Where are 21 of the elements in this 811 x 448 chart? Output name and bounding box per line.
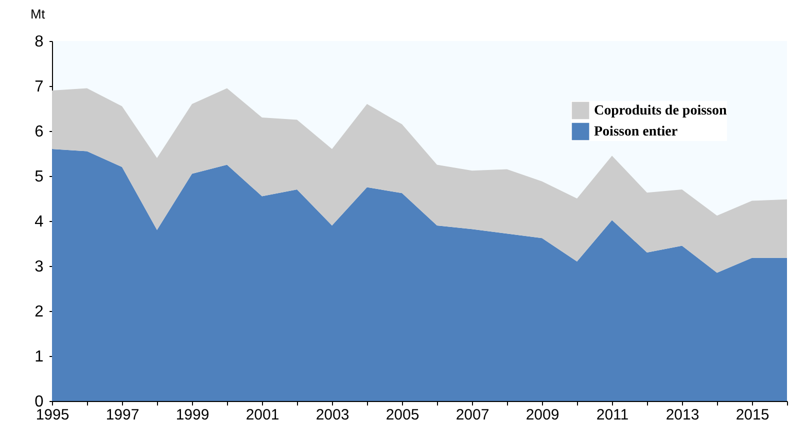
y-tick-label: 8 [34,34,44,50]
x-tick-label: 2001 [246,406,280,424]
x-tick-label: 2003 [316,406,350,424]
y-tick-label: 6 [34,124,44,140]
legend-label: Coproduits de poisson [594,104,727,118]
x-tick-label: 2007 [456,406,490,424]
y-axis-title: Mt [30,6,46,22]
x-tick-label: 2015 [736,406,770,424]
x-tick-label: 2013 [666,406,700,424]
y-tick-label: 2 [34,304,44,320]
y-tick-label: 1 [34,348,44,366]
y-tick-label: 5 [34,168,44,186]
y-tick-label: 3 [34,258,44,276]
x-tick-label: 2009 [526,406,560,424]
x-tick-label: 2011 [596,406,629,424]
y-tick-label: 4 [34,214,44,230]
legend-label: Poisson entier [594,124,678,140]
x-tick-label: 1997 [106,406,140,424]
x-tick-label: 2005 [386,406,420,424]
x-tick-label: 1999 [176,406,210,424]
y-tick-label: 7 [34,78,44,96]
